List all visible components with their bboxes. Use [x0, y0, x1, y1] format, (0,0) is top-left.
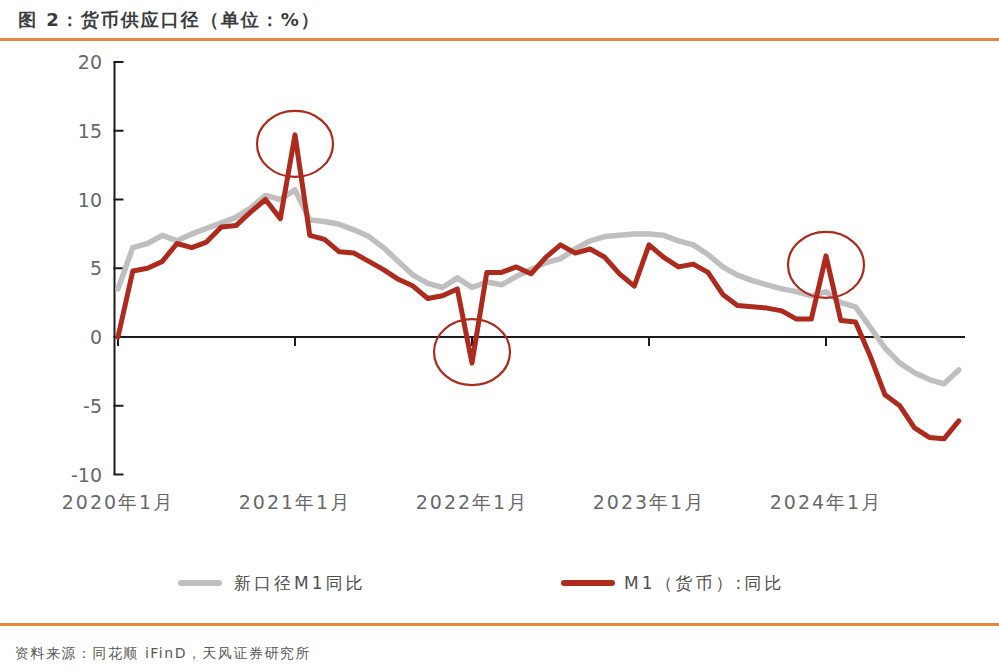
y-tick-label: 5 [90, 257, 102, 279]
line-chart: 20 15 10 5 0 -5 -10 2020年1月 2021年1月 2022年1月 2023年1… [0, 0, 999, 555]
figure-panel: 图 2：货币供应口径（单位：%） 20151050-5-102020年1月202… [0, 0, 999, 671]
y-tick-label: 10 [78, 189, 102, 211]
x-tick-label: 2020年1月 [62, 491, 174, 513]
legend-item-m1: M1（货币）:同比 [561, 571, 784, 595]
bottom-divider [0, 623, 999, 626]
x-tick-label: 2023年1月 [593, 491, 705, 513]
y-tick-label: 15 [78, 120, 102, 142]
legend-label-new-m1: 新口径M1同比 [234, 572, 365, 595]
x-tick-label: 2021年1月 [239, 491, 351, 513]
legend-swatch-red-line [561, 580, 615, 586]
legend-swatch-gray-line [178, 580, 222, 586]
legend-item-new-m1: 新口径M1同比 [178, 571, 365, 595]
series-m1 [118, 135, 959, 439]
source-note: 资料来源：同花顺 iFinD，天风证券研究所 [15, 645, 311, 663]
legend-label-m1: M1（货币）:同比 [624, 572, 784, 595]
y-tick-label: -10 [71, 464, 102, 486]
y-tick-label: -5 [83, 395, 102, 417]
x-tick-label: 2024年1月 [770, 491, 882, 513]
y-tick-label: 20 [78, 51, 102, 73]
y-tick-label: 0 [90, 326, 102, 348]
x-tick-label: 2022年1月 [416, 491, 528, 513]
